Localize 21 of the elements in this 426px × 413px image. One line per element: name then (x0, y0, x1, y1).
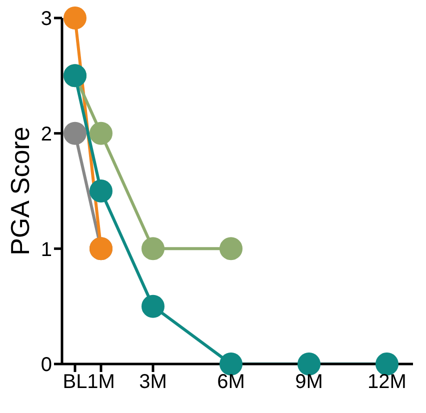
x-tick-label: BL (62, 371, 88, 394)
x-tick-label: 3M (139, 371, 167, 394)
point (376, 352, 398, 376)
x-tick-label: 9M (295, 371, 323, 394)
point (64, 6, 86, 30)
y-axis-title: PGA Score (5, 126, 35, 256)
point (298, 352, 320, 376)
point (90, 122, 112, 145)
y-tick-label: 1 (40, 238, 52, 261)
point (142, 237, 164, 260)
y-tick-label: 3 (40, 8, 52, 30)
point (90, 180, 112, 202)
point (64, 122, 86, 145)
x-tick-label: 1M (87, 371, 115, 394)
y-tick-label: 0 (40, 354, 52, 376)
point (220, 352, 242, 376)
x-tick-label: 12M (368, 371, 406, 394)
point (142, 294, 164, 318)
point (220, 237, 242, 260)
x-tick-label: 6M (217, 371, 245, 394)
y-tick-label: 2 (40, 123, 52, 146)
